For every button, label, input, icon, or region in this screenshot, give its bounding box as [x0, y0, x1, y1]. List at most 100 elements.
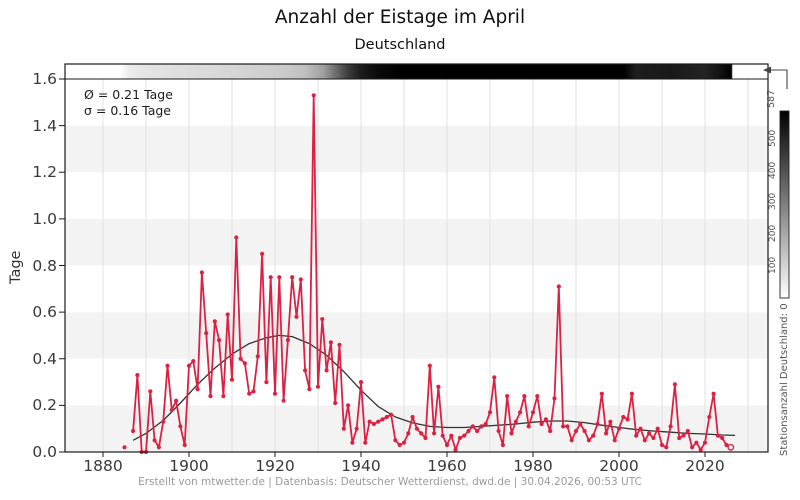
mean-value: Ø = 0.21 Tage	[84, 87, 173, 102]
data-point	[655, 426, 660, 431]
data-point	[548, 428, 553, 434]
data-point	[586, 438, 592, 443]
data-point	[393, 438, 398, 443]
data-point	[217, 338, 222, 343]
stats-box: Ø = 0.21 Tage σ = 0.16 Tage	[84, 87, 173, 119]
data-point	[440, 433, 445, 438]
data-point	[208, 394, 213, 399]
data-point	[225, 312, 230, 317]
data-point	[406, 431, 411, 436]
x-tick-label: 1880	[83, 457, 123, 475]
data-point	[427, 363, 432, 368]
data-point	[681, 433, 686, 438]
data-point	[475, 428, 480, 434]
data-point	[410, 414, 415, 420]
data-point	[556, 284, 561, 289]
data-point	[251, 389, 256, 394]
data-point	[350, 440, 355, 445]
data-point	[711, 391, 716, 396]
data-point	[165, 363, 170, 368]
data-point	[212, 319, 217, 324]
data-point	[152, 438, 157, 443]
data-point	[694, 440, 699, 445]
y-tick-label: 1.4	[32, 116, 57, 135]
plot-band	[65, 312, 768, 359]
sigma-value: σ = 0.16 Tage	[84, 103, 171, 118]
data-point	[148, 389, 153, 394]
x-tick-label: 2020	[685, 457, 725, 475]
y-tick-label: 0.6	[32, 303, 57, 322]
data-point	[513, 419, 518, 424]
data-point	[505, 394, 510, 399]
plot-border	[64, 63, 769, 453]
data-point	[466, 428, 471, 434]
plot-band	[65, 125, 768, 173]
data-point	[363, 440, 368, 445]
data-point	[260, 251, 265, 256]
data-point	[470, 424, 475, 429]
x-tick-label: 1900	[169, 457, 209, 475]
data-point	[277, 275, 282, 280]
data-point	[389, 412, 394, 417]
data-point	[629, 391, 635, 396]
data-point	[380, 417, 385, 422]
y-tick-label: 1.2	[32, 163, 57, 182]
data-point	[131, 428, 136, 434]
data-point	[320, 317, 325, 322]
station-count-colorbar	[779, 110, 790, 299]
data-point	[436, 384, 441, 389]
data-point	[539, 421, 544, 427]
data-point	[307, 387, 312, 392]
data-point	[303, 368, 308, 373]
data-point	[135, 373, 140, 378]
data-point	[487, 410, 493, 415]
data-point	[414, 426, 419, 431]
data-point	[595, 421, 600, 427]
data-point	[702, 440, 708, 445]
data-point	[432, 431, 437, 436]
data-point	[634, 433, 639, 438]
data-point	[647, 431, 652, 436]
data-point	[457, 435, 462, 441]
data-series-line	[132, 94, 732, 453]
x-tick-label: 2000	[599, 457, 639, 475]
data-point	[324, 368, 329, 373]
data-point	[298, 277, 303, 282]
data-point	[616, 426, 622, 431]
data-point	[642, 438, 647, 443]
data-point	[578, 421, 583, 427]
y-tick-label: 0.8	[32, 256, 57, 275]
data-point	[161, 419, 166, 424]
colorbar-max-label: 587	[766, 89, 777, 108]
data-point	[552, 396, 557, 401]
data-point	[573, 428, 579, 434]
data-point	[569, 438, 574, 443]
data-point	[333, 400, 338, 406]
colorbar-tick-label: 500	[768, 129, 778, 147]
data-point	[311, 93, 316, 98]
data-point	[582, 428, 587, 434]
data-point	[354, 426, 359, 431]
data-point	[328, 340, 333, 345]
data-point	[462, 433, 467, 438]
y-tick-label: 0.2	[32, 396, 57, 415]
data-point	[659, 442, 665, 448]
data-point	[561, 424, 566, 429]
data-point	[690, 445, 695, 450]
data-point	[715, 433, 721, 438]
data-point	[479, 424, 484, 429]
arrow-head-icon	[763, 66, 771, 74]
data-point	[341, 426, 346, 431]
colorbar-tick-label: 100	[768, 256, 778, 275]
data-point	[720, 435, 725, 441]
station-count-strip	[65, 64, 768, 79]
data-point	[668, 424, 673, 429]
data-point	[346, 403, 351, 408]
data-point	[591, 433, 596, 438]
data-point	[281, 398, 286, 403]
data-point	[204, 331, 209, 336]
chart-subtitle: Deutschland	[354, 37, 446, 53]
data-point	[724, 442, 729, 448]
data-point	[423, 435, 428, 441]
